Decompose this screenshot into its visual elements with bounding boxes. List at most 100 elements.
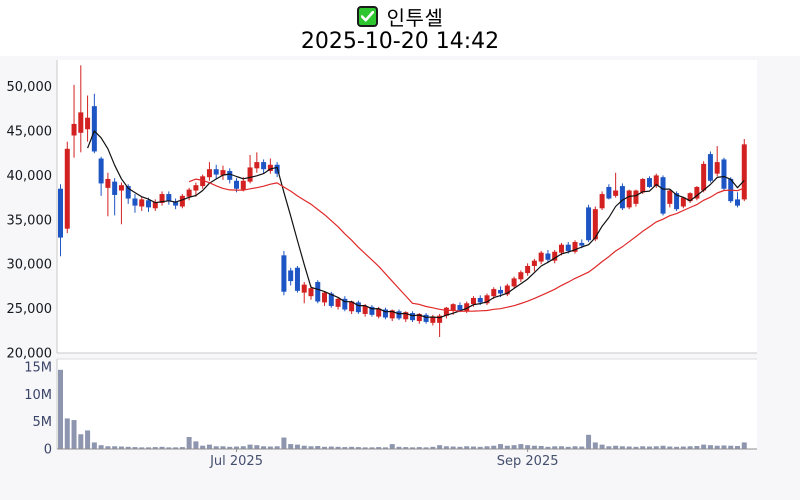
volume-bar [470, 446, 476, 449]
candle-body [355, 302, 361, 313]
volume-bar [477, 446, 483, 449]
volume-bar [403, 447, 409, 449]
volume-bar [443, 446, 449, 449]
candle-body [430, 316, 436, 323]
price-tick-label: 40,000 [7, 169, 53, 184]
volume-bar [274, 446, 280, 449]
volume-bar [674, 446, 680, 449]
candle-body [308, 288, 314, 297]
volume-bar [572, 446, 578, 449]
price-tick-label: 45,000 [7, 125, 53, 140]
volume-bar [240, 446, 246, 449]
volume-bar [166, 447, 172, 449]
candle-body [146, 200, 152, 208]
date-tick-label: Jul 2025 [209, 454, 263, 469]
volume-bar [227, 446, 233, 449]
candle-body [186, 189, 192, 197]
candle-body [132, 198, 138, 206]
candle-body [707, 154, 713, 181]
volume-bar [132, 447, 138, 449]
candle-body [558, 244, 564, 253]
candle-body [227, 170, 233, 180]
volume-bar [491, 445, 497, 449]
volume-bar [308, 446, 314, 449]
title-block: 인투셀 2025-10-20 14:42 [0, 0, 800, 56]
candle-body [213, 169, 219, 175]
candle-body [247, 167, 253, 182]
volume-bar [653, 446, 659, 449]
ma-long-line [188, 178, 745, 312]
candle-body [599, 194, 605, 209]
volume-bar [146, 447, 152, 449]
candle-body [267, 164, 273, 171]
volume-bar [721, 445, 727, 449]
volume-bar [504, 445, 510, 449]
volume-bar [511, 445, 517, 449]
candle-body [389, 310, 395, 319]
volume-bar [735, 445, 740, 449]
volume-bar [247, 444, 253, 449]
candle-body [531, 260, 537, 266]
volume-tick-label: 15M [24, 361, 52, 376]
candle-body [416, 313, 422, 322]
candle-body [741, 144, 747, 200]
candle-body [721, 159, 727, 189]
candle-body [85, 117, 91, 130]
candle-body [518, 272, 524, 280]
candle-body [349, 301, 355, 312]
volume-bar [545, 446, 551, 449]
volume-bar [193, 441, 199, 449]
title-row: 인투셀 [356, 4, 444, 30]
volume-bar [294, 444, 300, 449]
candle-body [667, 190, 673, 204]
volume-panel [57, 359, 757, 449]
candle-body [139, 199, 145, 207]
candle-body [342, 298, 348, 310]
volume-bar [660, 445, 666, 449]
candle-body [437, 315, 443, 323]
candle-body [525, 265, 531, 274]
candle-body [362, 305, 368, 314]
candle-body [504, 285, 510, 295]
candle-body [382, 309, 388, 318]
volume-bar [484, 446, 490, 449]
candle-body [579, 242, 585, 246]
volume-bar [646, 446, 652, 449]
stock-name-title: 인투셀 [386, 5, 444, 30]
volume-bar [640, 446, 646, 449]
candle-body [220, 170, 226, 176]
volume-bar [457, 446, 463, 449]
volume-tick-label: 5M [33, 415, 53, 430]
volume-bar [619, 446, 625, 449]
candle-body [552, 251, 558, 261]
volume-bar [741, 442, 747, 449]
volume-bar [342, 447, 348, 449]
volume-bar [254, 445, 260, 449]
volume-bar [78, 434, 84, 449]
candle-body [498, 289, 504, 294]
candle-body [640, 178, 646, 193]
volume-bar [200, 445, 206, 449]
candle-body [457, 305, 463, 311]
volume-bar [450, 446, 456, 449]
volume-bar [355, 447, 361, 449]
volume-bar [112, 446, 118, 449]
candle-body [592, 209, 598, 240]
volume-bar [518, 444, 524, 449]
volume-bars-layer [58, 369, 747, 449]
candle-body [369, 306, 375, 315]
volume-bar [186, 436, 192, 449]
volume-bar [558, 446, 564, 449]
volume-bar [179, 447, 185, 449]
candle-body [288, 270, 294, 282]
volume-bar [464, 446, 470, 449]
volume-bar [349, 446, 355, 449]
volume-bar [423, 447, 429, 449]
volume-tick-label: 0 [44, 443, 52, 458]
candle-body [78, 112, 84, 133]
volume-bar [139, 447, 145, 449]
candle-body [193, 185, 199, 191]
candle-body [680, 197, 686, 207]
